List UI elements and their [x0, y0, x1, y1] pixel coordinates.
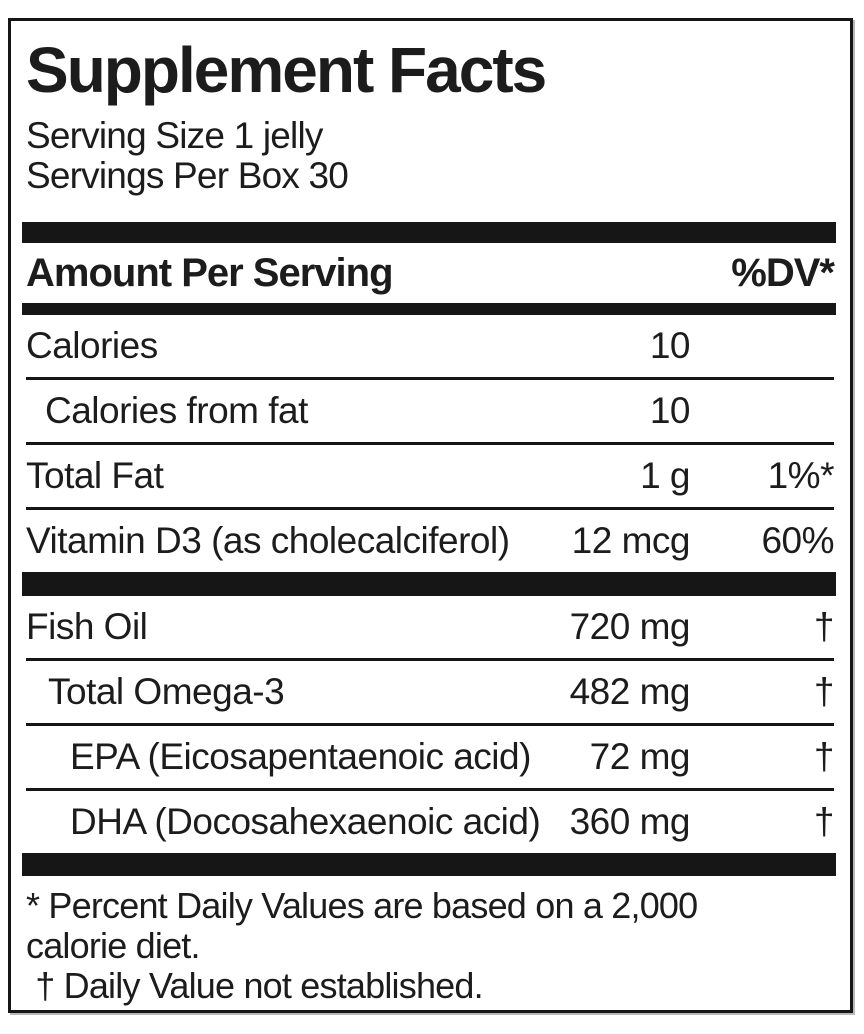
row-amount: 1 g	[640, 455, 690, 496]
amount-per-serving-header: Amount Per Serving	[26, 250, 394, 295]
servings-per-box-line: Servings Per Box 30	[26, 155, 349, 196]
row-amount: 360 mg	[569, 801, 691, 842]
row-label: DHA (Docosahexaenoic acid)	[70, 801, 541, 842]
row-amount: 482 mg	[569, 671, 691, 712]
footnote-dv-basis-line-1: * Percent Daily Values are based on a 2,…	[26, 885, 698, 926]
row-dv: †	[813, 606, 835, 647]
column-header-row: Amount Per Serving %DV*	[26, 243, 835, 303]
thick-separator-bottom	[22, 853, 836, 876]
supplement-facts-box: Supplement Facts Serving Size 1 jelly Se…	[8, 18, 853, 1013]
row-amount: 10	[649, 325, 691, 366]
row-label: Total Fat	[26, 455, 164, 496]
nutrient-row-vitamin-d3: Vitamin D3 (as cholecalciferol) 12 mcg 6…	[26, 507, 835, 572]
row-label: Calories from fat	[45, 390, 308, 431]
nutrient-rows-group-1: Calories 10 Calories from fat 10 Total F…	[26, 315, 835, 572]
row-label: Vitamin D3 (as cholecalciferol)	[26, 520, 510, 561]
label-title: Supplement Facts	[26, 34, 547, 106]
row-amount: 720 mg	[569, 606, 691, 647]
footnote-dagger: † Daily Value not established.	[26, 965, 483, 1006]
nutrient-rows-group-2: Fish Oil 720 mg † Total Omega-3 482 mg †…	[26, 596, 835, 853]
nutrient-row-total-omega-3: Total Omega-3 482 mg †	[26, 658, 835, 723]
nutrient-row-dha: DHA (Docosahexaenoic acid) 360 mg †	[26, 788, 835, 853]
thick-separator-middle	[22, 572, 836, 596]
nutrient-row-calories: Calories 10	[26, 315, 834, 377]
footnotes: * Percent Daily Values are based on a 2,…	[26, 886, 834, 1006]
nutrient-row-total-fat: Total Fat 1 g 1%*	[26, 442, 835, 507]
row-dv: †	[813, 736, 835, 777]
row-dv: 60%	[761, 520, 834, 561]
row-amount: 10	[649, 390, 691, 431]
nutrient-row-epa: EPA (Eicosapentaenoic acid) 72 mg †	[26, 723, 835, 788]
row-label: Calories	[26, 325, 158, 366]
serving-size-line: Serving Size 1 jelly	[26, 115, 323, 156]
row-label: EPA (Eicosapentaenoic acid)	[70, 736, 531, 777]
percent-dv-header: %DV*	[731, 250, 835, 295]
footnote-dv-basis-line-2: calorie diet.	[26, 925, 201, 966]
nutrient-row-calories-from-fat: Calories from fat 10	[26, 377, 834, 442]
serving-info: Serving Size 1 jelly Servings Per Box 30	[26, 116, 834, 196]
row-label: Fish Oil	[26, 606, 148, 647]
row-amount: 72 mg	[589, 736, 691, 777]
nutrient-row-fish-oil: Fish Oil 720 mg †	[26, 596, 835, 658]
row-dv: 1%*	[767, 455, 835, 496]
row-dv: †	[813, 671, 835, 712]
row-dv: †	[813, 801, 835, 842]
row-amount: 12 mcg	[571, 520, 691, 561]
medium-separator-header	[22, 303, 836, 315]
row-label: Total Omega-3	[48, 671, 285, 712]
thick-separator-top	[22, 222, 836, 243]
